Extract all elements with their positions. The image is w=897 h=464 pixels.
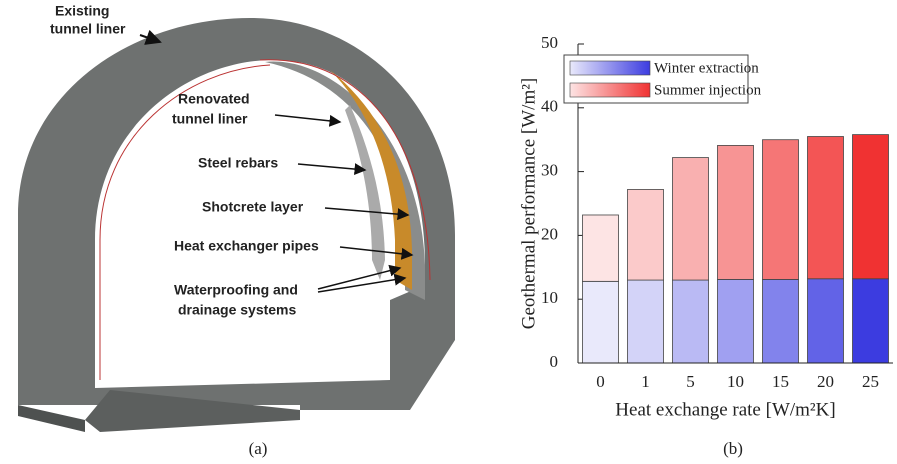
bar-segment xyxy=(582,214,619,282)
annotation: tunnel liner xyxy=(50,21,126,37)
arrow xyxy=(317,273,407,293)
y-tick-label: 10 xyxy=(541,288,558,307)
bar-segment xyxy=(627,189,664,281)
arrow xyxy=(339,246,414,260)
annotation: Existing xyxy=(55,3,109,19)
x-tick-label: 0 xyxy=(596,372,605,391)
annotation: drainage systems xyxy=(178,302,296,318)
legend-label: Winter extraction xyxy=(654,60,759,76)
arrow xyxy=(324,207,410,221)
caption: (a) xyxy=(249,439,268,458)
annotation: Steel rebars xyxy=(198,155,278,171)
y-axis-label: Geothermal performance [W/m²] xyxy=(518,78,539,330)
bar-segment xyxy=(762,279,799,364)
bar-segment xyxy=(762,139,799,280)
arrow xyxy=(317,264,402,290)
bar-segment xyxy=(717,279,754,364)
bar-segment xyxy=(582,280,619,364)
arrow xyxy=(274,114,342,127)
tunnel-diagram xyxy=(18,18,455,432)
bar-segment xyxy=(627,279,664,364)
diagram-labels: Existing tunnel liner Renovated tunnel l… xyxy=(50,3,414,458)
x-axis-label: Heat exchange rate [W/m²K] xyxy=(615,399,835,420)
annotation: tunnel liner xyxy=(172,111,248,127)
bar-segment xyxy=(807,278,844,364)
x-tick-label: 5 xyxy=(686,372,695,391)
legend-swatch xyxy=(569,82,651,98)
x-tick-label: 1 xyxy=(641,372,650,391)
arrow xyxy=(139,29,162,45)
legend-label: Summer injection xyxy=(654,82,762,98)
bar-segment xyxy=(672,157,709,281)
annotation: Waterproofing and xyxy=(174,282,298,298)
caption: (b) xyxy=(723,439,743,458)
x-tick-label: 10 xyxy=(727,372,744,391)
x-tick-label: 20 xyxy=(817,372,834,391)
bar-segment xyxy=(852,278,889,364)
annotation: Shotcrete layer xyxy=(202,199,304,215)
bar-segment xyxy=(672,279,709,364)
annotation: Heat exchanger pipes xyxy=(174,238,319,254)
bar-segment xyxy=(807,136,844,280)
y-tick-label: 50 xyxy=(541,33,558,52)
y-tick-label: 0 xyxy=(550,352,559,371)
y-tick-label: 30 xyxy=(541,161,558,180)
legend-swatch xyxy=(569,60,651,76)
annotation: Renovated xyxy=(178,91,250,107)
y-tick-label: 40 xyxy=(541,97,558,116)
x-tick-label: 15 xyxy=(772,372,789,391)
y-tick-label: 20 xyxy=(541,224,558,243)
arrow xyxy=(297,163,367,176)
bar-segment xyxy=(852,134,889,280)
bar-segment xyxy=(717,145,754,280)
x-tick-label: 25 xyxy=(862,372,879,391)
